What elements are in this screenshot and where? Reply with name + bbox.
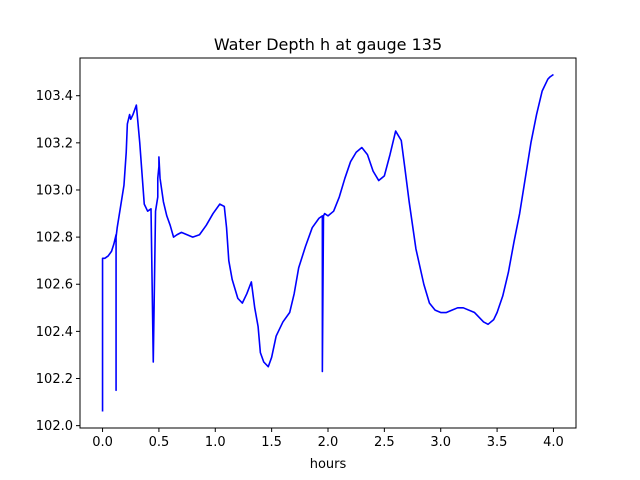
x-axis-label: hours: [310, 457, 347, 472]
y-tick-label: 102.4: [36, 325, 73, 340]
y-tick-label: 103.4: [36, 89, 73, 104]
x-tick-label: 4.0: [543, 435, 564, 450]
y-tick-label: 102.8: [36, 231, 73, 246]
x-tick-label: 2.0: [318, 435, 339, 450]
x-tick-label: 1.0: [205, 435, 226, 450]
y-tick-label: 103.2: [36, 136, 73, 151]
x-tick-label: 2.5: [374, 435, 395, 450]
plot-area: [101, 73, 554, 412]
y-tick-label: 102.6: [36, 278, 73, 293]
y-tick-label: 102.2: [36, 372, 73, 387]
x-tick-label: 0.0: [92, 435, 113, 450]
x-tick-label: 3.0: [430, 435, 451, 450]
x-tick-label: 0.5: [149, 435, 170, 450]
series-line-0: [101, 73, 554, 412]
x-tick-label: 1.5: [261, 435, 282, 450]
y-tick-label: 102.0: [36, 419, 73, 434]
x-tick-label: 3.5: [487, 435, 508, 450]
y-tick-label: 103.0: [36, 183, 73, 198]
y-axis: 102.0 102.2 102.4 102.6 102.8 103.0 103.2 103.4: [36, 89, 80, 434]
x-axis: 0.0 0.5 1.0 1.5 2.0 2.5 3.0 3.5 4.0: [92, 428, 564, 450]
chart-title: Water Depth h at gauge 135: [214, 35, 442, 54]
